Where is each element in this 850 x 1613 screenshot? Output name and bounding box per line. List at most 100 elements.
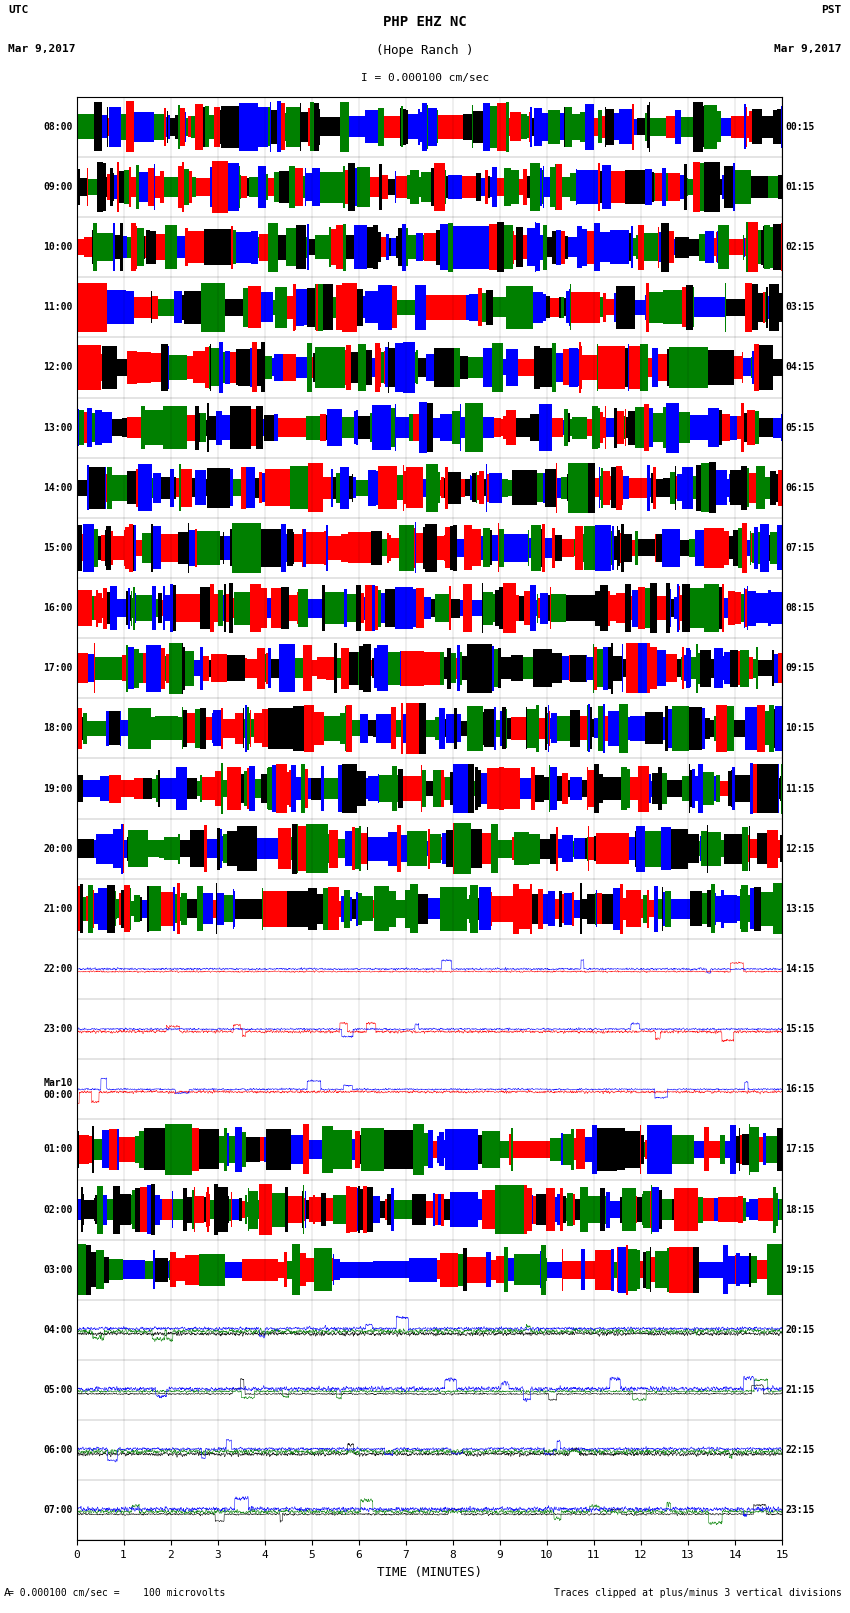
Bar bbox=[94, 597, 96, 619]
Bar bbox=[442, 834, 445, 865]
Bar bbox=[338, 839, 345, 858]
Bar bbox=[652, 773, 658, 803]
Bar bbox=[124, 169, 128, 205]
Bar bbox=[128, 168, 131, 206]
Bar bbox=[184, 290, 201, 324]
Bar bbox=[235, 898, 262, 919]
Bar bbox=[702, 708, 705, 748]
Bar bbox=[178, 166, 182, 208]
Bar bbox=[592, 406, 598, 448]
Bar bbox=[331, 229, 336, 266]
Bar bbox=[88, 884, 93, 932]
Bar bbox=[699, 234, 705, 261]
Bar bbox=[509, 1134, 511, 1165]
Bar bbox=[305, 1190, 306, 1227]
Bar bbox=[131, 177, 136, 197]
Bar bbox=[729, 537, 734, 560]
Bar bbox=[263, 710, 268, 747]
Bar bbox=[151, 524, 153, 573]
Bar bbox=[511, 1127, 513, 1171]
Text: 00:15: 00:15 bbox=[785, 123, 815, 132]
Bar bbox=[682, 776, 689, 802]
Bar bbox=[123, 237, 127, 258]
Bar bbox=[145, 645, 162, 692]
Bar bbox=[197, 781, 200, 797]
Bar bbox=[756, 592, 768, 624]
Bar bbox=[599, 774, 603, 803]
Bar bbox=[472, 600, 482, 616]
Bar bbox=[714, 648, 723, 689]
Bar bbox=[302, 111, 308, 142]
Bar bbox=[197, 886, 203, 931]
Bar bbox=[550, 298, 558, 316]
Bar bbox=[109, 711, 120, 745]
Bar bbox=[353, 898, 355, 919]
Bar bbox=[677, 584, 679, 632]
Bar bbox=[247, 287, 261, 327]
Bar bbox=[669, 1247, 693, 1292]
Bar bbox=[222, 708, 223, 748]
Bar bbox=[529, 834, 540, 865]
Bar bbox=[603, 777, 621, 800]
Bar bbox=[341, 713, 345, 744]
Bar bbox=[135, 1187, 140, 1231]
Bar bbox=[422, 103, 427, 150]
Bar bbox=[422, 527, 425, 569]
Bar bbox=[704, 105, 717, 148]
Bar bbox=[428, 403, 433, 452]
Bar bbox=[169, 642, 183, 694]
Bar bbox=[183, 1189, 187, 1231]
Bar bbox=[110, 106, 121, 147]
Bar bbox=[613, 655, 622, 681]
Bar bbox=[424, 1134, 428, 1166]
Bar bbox=[358, 1186, 360, 1234]
Bar bbox=[521, 115, 527, 139]
Text: UTC: UTC bbox=[8, 5, 29, 15]
Bar bbox=[774, 708, 775, 748]
Bar bbox=[510, 113, 521, 142]
Bar bbox=[418, 894, 428, 924]
Bar bbox=[594, 223, 599, 271]
Bar bbox=[287, 890, 309, 927]
Bar bbox=[635, 531, 638, 565]
Bar bbox=[372, 1195, 380, 1224]
Bar bbox=[418, 108, 421, 145]
Bar bbox=[103, 1195, 107, 1224]
Bar bbox=[636, 235, 638, 260]
Bar bbox=[381, 352, 384, 384]
Bar bbox=[269, 177, 275, 197]
Bar bbox=[588, 463, 595, 513]
Bar bbox=[490, 177, 492, 197]
Bar bbox=[268, 648, 271, 689]
Bar bbox=[314, 347, 345, 389]
Bar bbox=[241, 176, 246, 198]
Bar bbox=[563, 1197, 566, 1223]
Bar bbox=[758, 532, 760, 565]
Bar bbox=[543, 894, 548, 924]
Bar bbox=[138, 227, 145, 266]
Bar bbox=[711, 884, 715, 934]
Bar bbox=[623, 476, 629, 500]
Bar bbox=[275, 708, 293, 748]
Bar bbox=[653, 413, 663, 442]
Bar bbox=[163, 716, 178, 740]
Bar bbox=[504, 1247, 507, 1292]
Bar bbox=[194, 660, 201, 676]
Bar bbox=[239, 103, 258, 152]
Bar bbox=[101, 353, 102, 381]
Bar bbox=[717, 1197, 738, 1223]
Bar bbox=[437, 1260, 439, 1279]
Bar bbox=[415, 352, 416, 384]
Bar bbox=[156, 776, 157, 802]
Bar bbox=[257, 839, 264, 860]
Bar bbox=[649, 292, 663, 323]
Bar bbox=[133, 111, 154, 142]
Bar bbox=[484, 479, 486, 497]
Bar bbox=[511, 655, 523, 681]
Bar bbox=[537, 473, 543, 503]
Bar bbox=[349, 116, 366, 137]
Bar bbox=[490, 824, 497, 873]
Bar bbox=[698, 765, 703, 813]
Bar bbox=[406, 831, 428, 866]
Bar bbox=[722, 584, 724, 632]
